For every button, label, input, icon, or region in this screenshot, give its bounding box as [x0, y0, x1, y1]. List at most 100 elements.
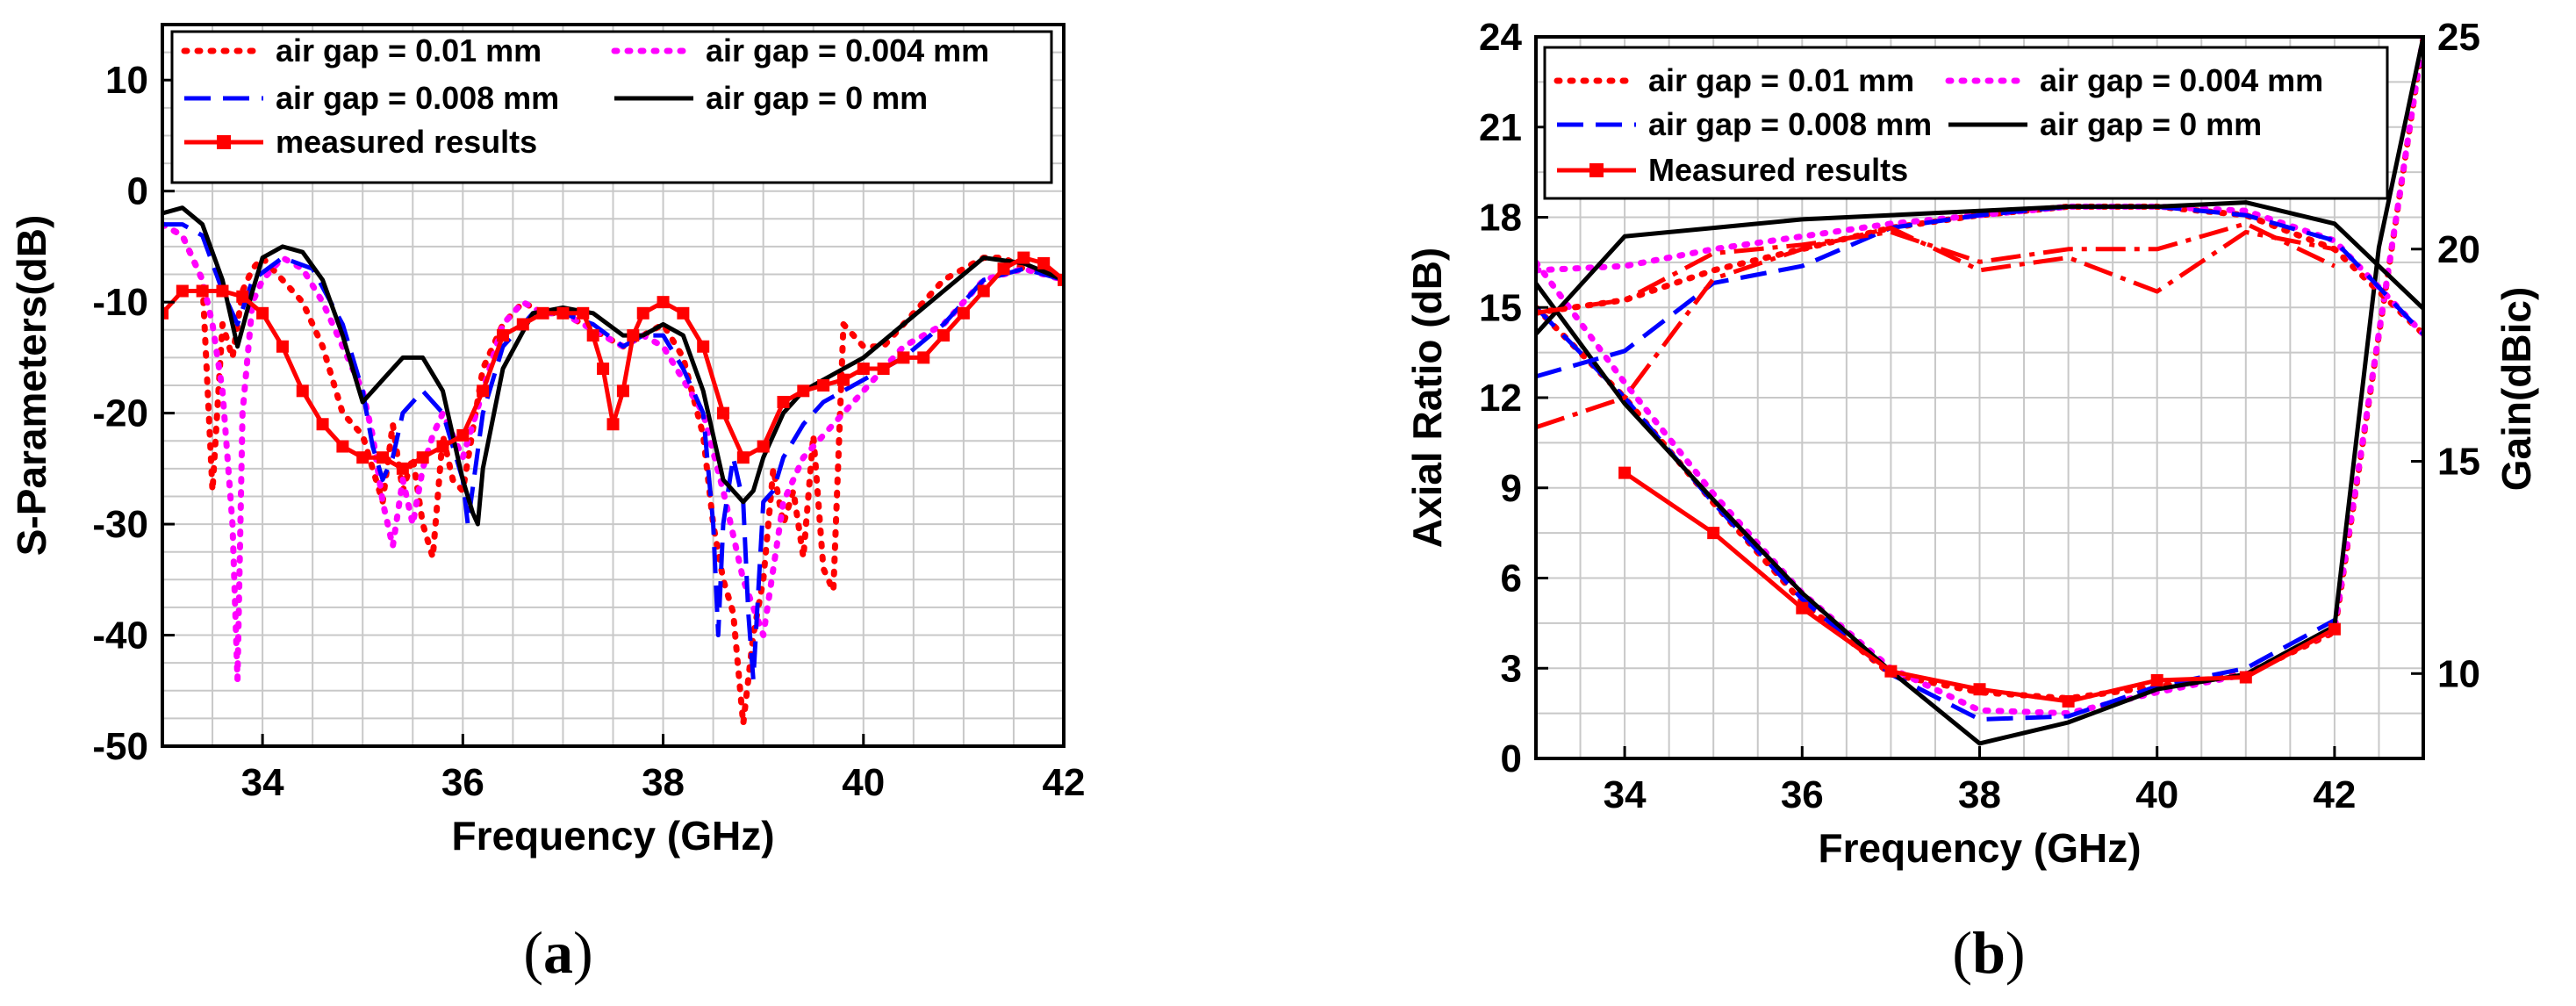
series-marker-4 [836, 373, 850, 386]
series-marker-4 [657, 296, 670, 309]
series-marker-4 [316, 418, 329, 431]
y-axis-label: Axial Ratio (dB) [1404, 248, 1450, 548]
series-line-3 [1536, 37, 2423, 746]
y-tick-label: 18 [1479, 197, 1522, 240]
y-tick-label: 10 [105, 59, 148, 102]
series-marker-4 [1796, 601, 1809, 614]
series-marker-4 [677, 306, 690, 320]
series-marker-4 [736, 451, 750, 464]
y-tick-label: -20 [92, 392, 148, 435]
series-marker-4 [216, 284, 229, 298]
series-marker-4 [2239, 671, 2252, 684]
x-ticks [1623, 746, 2336, 758]
series-marker-4 [586, 329, 599, 342]
series-marker-4 [877, 363, 890, 376]
series-marker-4 [917, 351, 930, 364]
series-marker-4 [957, 306, 970, 320]
x-tick-label: 34 [1604, 773, 1647, 816]
x-tick-label: 42 [1043, 761, 1086, 804]
series-marker-4 [1017, 251, 1030, 264]
legend-label-1: air gap = 0.004 mm [706, 32, 989, 68]
x-tick-label: 40 [842, 761, 885, 804]
series-marker-4 [757, 440, 770, 453]
caption-letter: a [543, 919, 573, 986]
y-tick-label: 24 [1479, 16, 1522, 59]
series-marker-4 [1618, 466, 1632, 479]
plot-frame [161, 23, 1066, 748]
caption-open: ( [523, 919, 543, 986]
series-marker-4 [1058, 273, 1064, 286]
series-marker-4 [416, 451, 429, 464]
series-marker-4 [577, 306, 590, 320]
x-ticks [261, 734, 1066, 746]
caption: (b) [1952, 919, 2025, 986]
x-tick-label: 38 [1958, 773, 2001, 816]
plot-area [1536, 37, 2423, 746]
series-marker-4 [897, 351, 910, 364]
series-marker-4 [606, 418, 620, 431]
series-marker-4 [857, 363, 870, 376]
legend-box [170, 30, 1053, 184]
caption-close: ) [2006, 919, 2026, 986]
y-tick-label: 12 [1479, 377, 1522, 420]
y-tick-label: 0 [1501, 737, 1522, 780]
series-marker-4 [597, 363, 610, 376]
caption-letter: b [1972, 919, 2006, 986]
x-tick-label: 34 [241, 761, 284, 804]
series-marker-4 [616, 384, 629, 398]
series-marker-4 [477, 384, 490, 398]
y-tick-label: -10 [92, 281, 148, 324]
series-marker-4 [536, 306, 549, 320]
series-marker-4 [1973, 683, 1986, 696]
legend-label-3: air gap = 0 mm [2040, 106, 2262, 142]
series-marker-4 [717, 406, 730, 420]
chart-b: 34 36 38 40 420369121518212410152025Gain(dBi… [1404, 16, 2539, 986]
series-marker-4 [2062, 694, 2075, 708]
series-marker-4 [817, 379, 830, 392]
caption-open: ( [1952, 919, 1972, 986]
series-marker-4 [396, 462, 409, 475]
y-tick-label: 15 [1479, 286, 1522, 329]
series-marker-4 [276, 340, 289, 353]
legend-marker-4 [1589, 163, 1604, 177]
series-marker-4 [336, 440, 349, 453]
y-right-tick-label: 10 [2437, 652, 2480, 695]
series-marker-4 [256, 306, 269, 320]
legend-box [1543, 46, 2389, 200]
y-tick-label: 21 [1479, 106, 1522, 149]
series-marker-4 [636, 306, 649, 320]
series-line-9 [1536, 221, 2336, 315]
y-tick-label: -40 [92, 614, 148, 657]
y-axis-right-label: Gain(dBic) [2493, 287, 2539, 492]
series-marker-4 [516, 318, 529, 331]
series-marker-4 [1037, 256, 1051, 269]
series-marker-4 [176, 284, 189, 298]
series-marker-4 [697, 340, 710, 353]
x-tick-label: 42 [2313, 773, 2356, 816]
x-axis-label: Frequency (GHz) [451, 813, 774, 859]
x-tick-label: 36 [441, 761, 484, 804]
y-tick-label: -50 [92, 725, 148, 768]
series-line-10 [1536, 226, 2336, 430]
y-axis-label: S-Parameters(dB) [9, 215, 54, 557]
series-marker-4 [937, 329, 951, 342]
series-marker-4 [296, 384, 309, 398]
y-tick-label: 0 [127, 170, 148, 213]
y-right-tick-label: 15 [2437, 441, 2480, 484]
y-right-tick-label: 25 [2437, 16, 2480, 59]
series-marker-4 [977, 284, 990, 298]
series-line-8 [1536, 200, 2423, 336]
series-marker-4 [356, 451, 370, 464]
x-tick-label: 38 [642, 761, 685, 804]
legend-marker-4 [217, 135, 231, 149]
y-tick-label: 6 [1501, 557, 1522, 600]
caption: (a) [523, 919, 592, 986]
y-tick-label: 3 [1501, 647, 1522, 690]
series-marker-4 [496, 329, 509, 342]
series-marker-4 [377, 451, 390, 464]
legend-label-4: Measured results [1648, 152, 1908, 188]
x-tick-label: 36 [1781, 773, 1824, 816]
series-marker-4 [627, 329, 640, 342]
